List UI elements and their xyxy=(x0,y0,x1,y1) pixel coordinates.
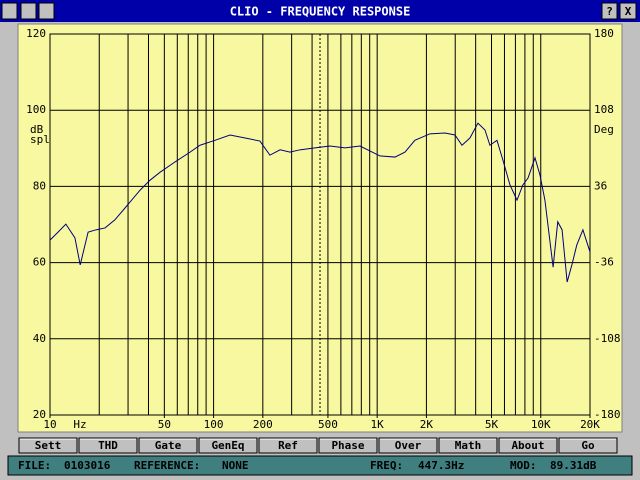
toolbar-button[interactable] xyxy=(18,437,78,454)
toolbar-button[interactable] xyxy=(198,437,258,454)
button-label: Over xyxy=(395,439,422,452)
y2-tick-label: -180 xyxy=(594,408,621,421)
x-tick-label: 20K xyxy=(580,418,600,431)
status-reference: NONE xyxy=(222,459,249,472)
toolbar-button[interactable] xyxy=(438,437,498,454)
x-tick-label: 10K xyxy=(531,418,551,431)
status-mod: 89.31dB xyxy=(550,459,597,472)
help-label: ? xyxy=(606,5,613,18)
x-tick-label: 50 xyxy=(158,418,171,431)
y2-tick-label: -108 xyxy=(594,332,621,345)
response-line xyxy=(49,122,591,283)
toolbar-button[interactable] xyxy=(138,437,198,454)
toolbar-button[interactable] xyxy=(318,437,378,454)
y2-tick-label: 108 xyxy=(594,103,614,116)
icon-open[interactable] xyxy=(1,2,18,20)
button-label: GenEq xyxy=(211,439,244,452)
icon-print[interactable] xyxy=(38,2,55,20)
status-file: 0103016 xyxy=(64,459,111,472)
y2-tick-label: 36 xyxy=(594,179,607,192)
icon-save[interactable] xyxy=(20,2,37,20)
toolbar-button[interactable] xyxy=(558,437,618,454)
button-label: About xyxy=(511,439,544,452)
y-tick-label: 40 xyxy=(33,332,46,345)
help-button[interactable] xyxy=(601,2,618,20)
x-tick-label: 1K xyxy=(371,418,385,431)
toolbar-button[interactable] xyxy=(258,437,318,454)
y-tick-label: 80 xyxy=(33,179,46,192)
y2-tick-label: 180 xyxy=(594,27,614,40)
status-reference-label: REFERENCE: xyxy=(134,459,200,472)
title-bar xyxy=(0,0,640,22)
button-label: Go xyxy=(581,439,595,452)
y-axis-label: spl xyxy=(30,133,50,146)
button-bar: Sett THD Gate GenEq Ref Phase Over Math About Go xyxy=(18,437,618,454)
x-tick-label: 100 xyxy=(204,418,224,431)
window-title: CLIO - FREQUENCY RESPONSE xyxy=(230,5,411,19)
x-tick-label: 500 xyxy=(318,418,338,431)
button-label: Math xyxy=(455,439,482,452)
toolbar-button[interactable] xyxy=(378,437,438,454)
button-label: Gate xyxy=(155,439,182,452)
y-tick-label: 120 xyxy=(26,27,46,40)
y2-axis-label: Deg xyxy=(594,123,614,136)
button-label: Sett xyxy=(35,439,62,452)
button-label: Ref xyxy=(278,439,298,452)
x-tick-label: 5K xyxy=(485,418,499,431)
x-tick-label: 200 xyxy=(253,418,273,431)
y2-tick-label: -36 xyxy=(594,256,614,269)
status-file-label: FILE: xyxy=(18,459,51,472)
x-tick-label: 10 xyxy=(43,418,56,431)
x-axis-label: Hz xyxy=(73,418,86,431)
status-freq-label: FREQ: xyxy=(370,459,403,472)
y-axis-label: dB xyxy=(30,123,44,136)
button-label: THD xyxy=(98,439,118,452)
close-label: X xyxy=(625,5,632,18)
toolbar-button[interactable] xyxy=(78,437,138,454)
x-tick-label: 2K xyxy=(420,418,434,431)
status-bar xyxy=(7,455,633,476)
status-mod-label: MOD: xyxy=(510,459,537,472)
button-label: Phase xyxy=(331,439,364,452)
y-tick-label: 20 xyxy=(33,408,46,421)
chart: 20 40 60 80 100 120 -180 -108 -36 36 108 180 10 50 100… xyxy=(26,27,620,431)
close-button[interactable] xyxy=(619,2,637,20)
toolbar-button[interactable] xyxy=(498,437,558,454)
y-tick-label: 60 xyxy=(33,256,46,269)
y-tick-label: 100 xyxy=(26,103,46,116)
status-freq: 447.3Hz xyxy=(418,459,464,472)
